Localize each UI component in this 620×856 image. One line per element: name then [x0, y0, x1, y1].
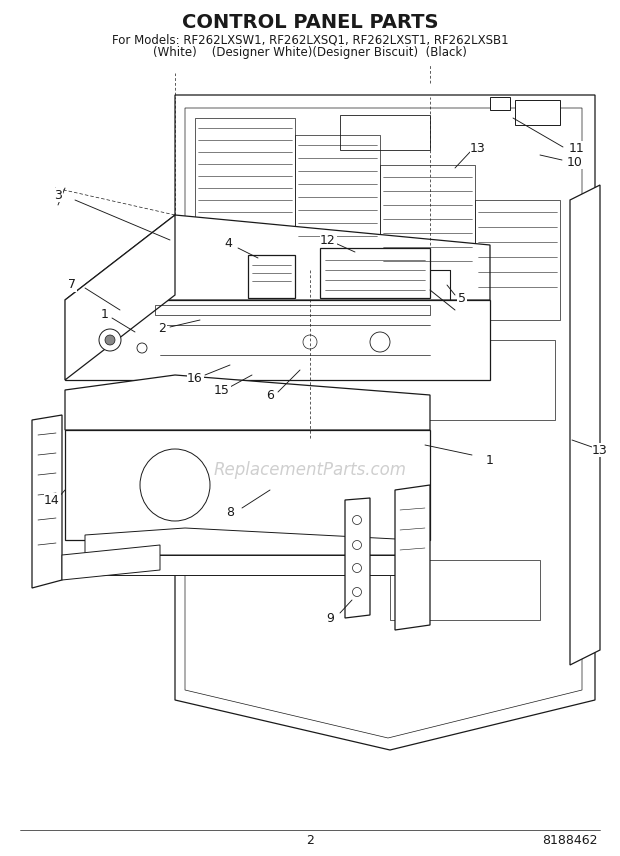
Ellipse shape: [370, 332, 390, 352]
Text: 4: 4: [224, 236, 232, 249]
Text: 15: 15: [214, 383, 230, 396]
Polygon shape: [65, 430, 430, 540]
Ellipse shape: [140, 449, 210, 521]
Text: 9: 9: [326, 611, 334, 625]
Text: 8188462: 8188462: [542, 834, 598, 847]
Polygon shape: [65, 375, 430, 430]
Text: For Models: RF262LXSW1, RF262LXSQ1, RF262LXST1, RF262LXSB1: For Models: RF262LXSW1, RF262LXSQ1, RF26…: [112, 33, 508, 46]
Text: 3: 3: [54, 188, 62, 201]
Text: 10: 10: [567, 156, 583, 169]
Ellipse shape: [353, 587, 361, 597]
Text: 14: 14: [44, 494, 60, 507]
Text: 2: 2: [158, 322, 166, 335]
Text: (White)    (Designer White)(Designer Biscuit)  (Black): (White) (Designer White)(Designer Biscui…: [153, 45, 467, 58]
Text: 2: 2: [306, 834, 314, 847]
Ellipse shape: [353, 515, 361, 525]
Polygon shape: [345, 498, 370, 618]
Text: 6: 6: [266, 389, 274, 401]
Polygon shape: [490, 97, 510, 110]
Polygon shape: [175, 95, 595, 750]
Polygon shape: [570, 185, 600, 665]
Text: 1: 1: [486, 454, 494, 467]
Text: 8: 8: [226, 506, 234, 519]
Polygon shape: [65, 300, 490, 380]
Text: 1: 1: [101, 308, 109, 322]
Polygon shape: [320, 248, 430, 298]
Text: 7: 7: [68, 278, 76, 292]
Ellipse shape: [303, 335, 317, 349]
Polygon shape: [85, 555, 415, 575]
Text: 13: 13: [470, 141, 486, 154]
Ellipse shape: [99, 329, 121, 351]
Ellipse shape: [353, 540, 361, 550]
Text: 16: 16: [187, 372, 203, 384]
Ellipse shape: [105, 335, 115, 345]
Text: 12: 12: [320, 234, 336, 247]
Polygon shape: [62, 545, 160, 580]
Polygon shape: [65, 215, 490, 300]
Text: ReplacementParts.com: ReplacementParts.com: [213, 461, 407, 479]
Polygon shape: [515, 100, 560, 125]
Text: 5: 5: [458, 292, 466, 305]
Polygon shape: [65, 215, 175, 380]
Text: 13: 13: [592, 443, 608, 456]
Text: 11: 11: [569, 141, 585, 154]
Ellipse shape: [315, 450, 385, 530]
Text: CONTROL PANEL PARTS: CONTROL PANEL PARTS: [182, 13, 438, 32]
Polygon shape: [32, 415, 62, 588]
Polygon shape: [395, 485, 430, 630]
Ellipse shape: [353, 563, 361, 573]
Ellipse shape: [137, 343, 147, 353]
Polygon shape: [85, 528, 415, 555]
Polygon shape: [248, 255, 295, 298]
